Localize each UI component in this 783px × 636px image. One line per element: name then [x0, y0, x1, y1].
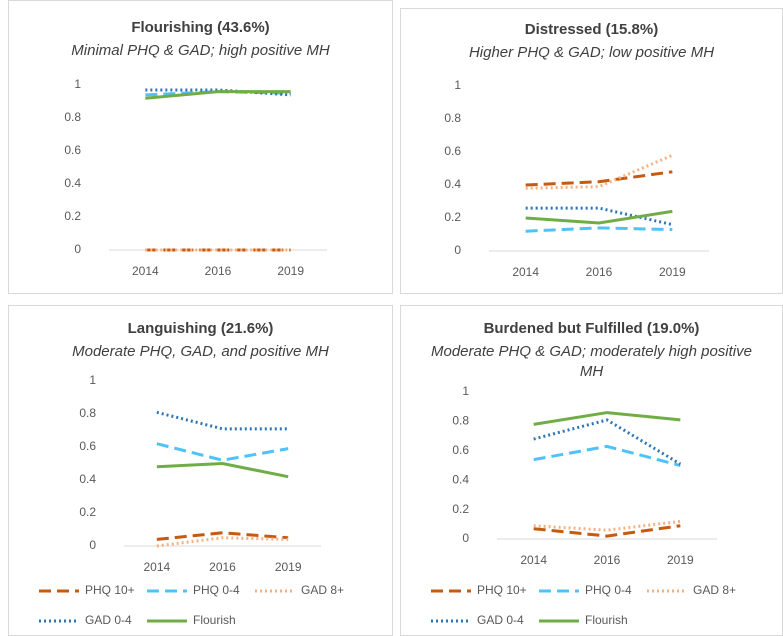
y-tick-label: 0.4 — [452, 472, 469, 486]
y-tick-label: 1 — [454, 78, 461, 92]
y-tick-label: 1 — [462, 384, 469, 398]
chart-panel: 0 0.2 0.4 0.6 0.8 1 2014 2016 2019 PHQ 10+ PHQ 0-4… — [8, 305, 393, 636]
legend-label: GAD 0-4 — [85, 613, 132, 627]
series-line — [525, 170, 673, 187]
y-tick-label: 1 — [74, 77, 81, 91]
series-line — [156, 461, 289, 479]
series-line — [156, 536, 289, 548]
legend-label: GAD 8+ — [693, 583, 736, 597]
y-tick-label: 0 — [454, 243, 461, 257]
x-tick-label: 2014 — [132, 264, 159, 278]
x-tick-label: 2019 — [277, 264, 304, 278]
y-tick-label: 0.6 — [452, 443, 469, 457]
x-tick-label: 2014 — [520, 553, 547, 567]
y-tick-label: 0.4 — [64, 176, 81, 190]
chart-panel: 0 0.2 0.4 0.6 0.8 1 2014 2016 2019 Distressed (15… — [400, 8, 783, 294]
series-line — [525, 209, 673, 225]
series-line — [156, 410, 289, 431]
x-tick-label: 2019 — [275, 560, 302, 574]
chart-subtitle: Moderate PHQ, GAD, and positive MH — [72, 343, 329, 360]
plot: 0 0.2 0.4 0.6 0.8 1 2014 2016 2019 PHQ 10+ PHQ 0-4… — [39, 373, 344, 627]
x-tick-label: 2016 — [586, 265, 613, 279]
series-line — [533, 411, 681, 426]
y-tick-label: 0.8 — [452, 414, 469, 428]
y-tick-label: 0.2 — [444, 210, 461, 224]
chart-title: Languishing (21.6%) — [127, 320, 274, 337]
y-tick-label: 0.6 — [64, 143, 81, 157]
chart-panel: 0 0.2 0.4 0.6 0.8 1 2014 2016 2019 Flourishing (4… — [8, 0, 393, 294]
series-line — [145, 88, 291, 97]
legend-label: Flourish — [585, 613, 628, 627]
series-line — [533, 519, 681, 532]
y-tick-label: 0.4 — [79, 472, 96, 486]
y-tick-label: 0.6 — [444, 144, 461, 158]
chart-subtitle: Moderate PHQ & GAD; moderately high posi… — [431, 343, 752, 380]
x-tick-label: 2014 — [512, 265, 539, 279]
series-line — [156, 531, 289, 541]
y-tick-label: 0.6 — [79, 439, 96, 453]
series-line — [525, 153, 673, 190]
chart-panel: 0 0.2 0.4 0.6 0.8 1 2014 2016 2019 PHQ 10+ PHQ 0-4… — [400, 305, 783, 636]
y-tick-label: 0 — [89, 538, 96, 552]
y-tick-label: 0 — [74, 242, 81, 256]
y-tick-label: 0 — [462, 531, 469, 545]
plot: 0 0.2 0.4 0.6 0.8 1 2014 2016 2019 PHQ 10+ PHQ 0-4… — [431, 384, 736, 627]
legend-label: PHQ 10+ — [85, 583, 135, 597]
chart-title: Burdened but Fulfilled (19.0%) — [483, 320, 700, 337]
y-tick-label: 0.8 — [444, 111, 461, 125]
chart-subtitle: Minimal PHQ & GAD; high positive MH — [71, 42, 330, 59]
y-tick-label: 0.2 — [79, 505, 96, 519]
chart-title: Distressed (15.8%) — [524, 21, 659, 38]
legend-label: GAD 0-4 — [477, 613, 524, 627]
x-tick-label: 2016 — [594, 553, 621, 567]
x-tick-label: 2016 — [205, 264, 232, 278]
y-tick-label: 1 — [89, 373, 96, 387]
plot: 0 0.2 0.4 0.6 0.8 1 2014 2016 2019 — [444, 78, 709, 279]
x-tick-label: 2019 — [659, 265, 686, 279]
series-line — [156, 442, 289, 462]
chart-subtitle: Higher PHQ & GAD; low positive MH — [468, 44, 715, 61]
x-tick-label: 2014 — [143, 560, 170, 574]
y-tick-label: 0.2 — [64, 209, 81, 223]
y-tick-label: 0.8 — [79, 406, 96, 420]
series-line — [533, 524, 681, 538]
legend-label: PHQ 0-4 — [585, 583, 632, 597]
series-line — [145, 90, 291, 100]
chart-title: Flourishing (43.6%) — [131, 19, 270, 36]
y-tick-label: 0.4 — [444, 177, 461, 191]
series-line — [533, 418, 682, 466]
plot: 0 0.2 0.4 0.6 0.8 1 2014 2016 2019 — [64, 77, 327, 278]
y-tick-label: 0.8 — [64, 110, 81, 124]
y-tick-label: 0.2 — [452, 502, 469, 516]
x-tick-label: 2019 — [667, 553, 694, 567]
legend-label: PHQ 10+ — [477, 583, 527, 597]
legend-label: PHQ 0-4 — [193, 583, 240, 597]
x-tick-label: 2016 — [209, 560, 236, 574]
legend-label: Flourish — [193, 613, 236, 627]
legend-label: GAD 8+ — [301, 583, 344, 597]
series-line — [533, 444, 681, 467]
series-line — [525, 226, 673, 233]
